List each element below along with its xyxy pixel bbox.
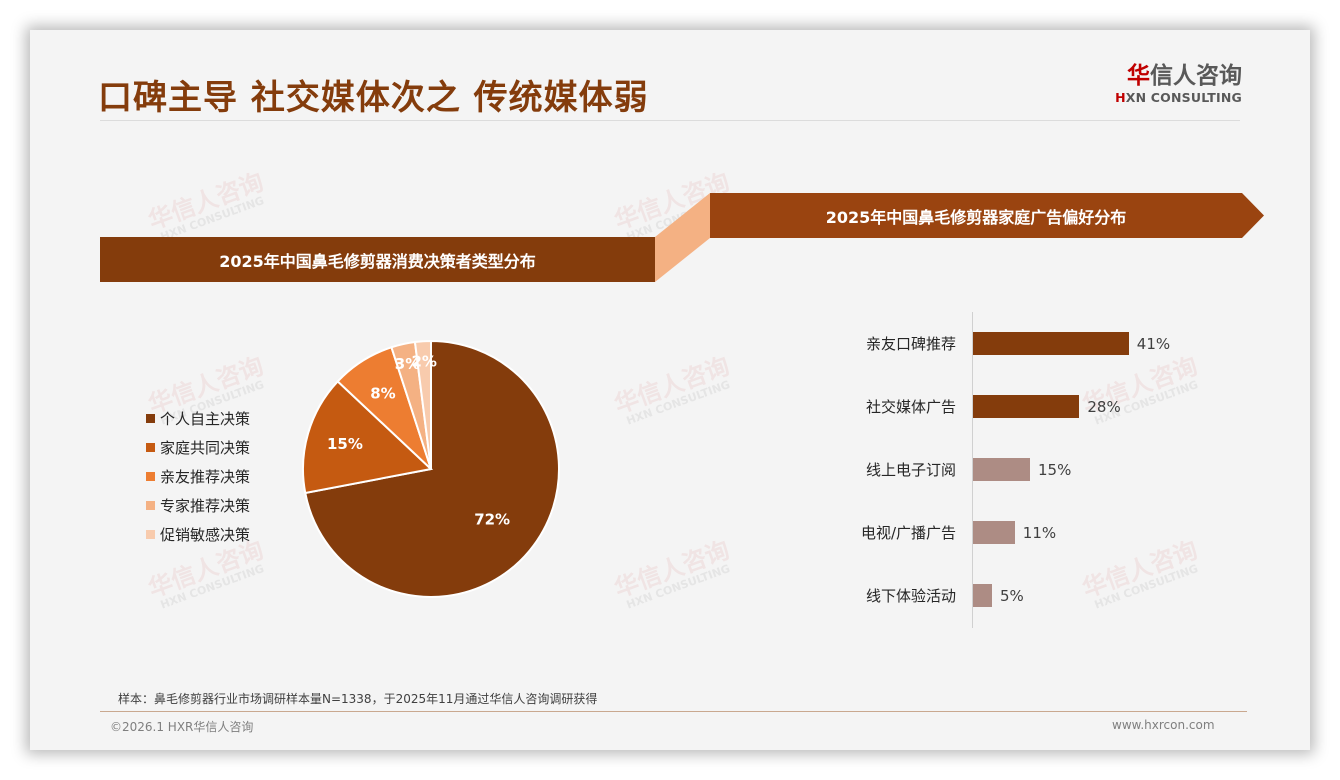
legend-swatch-icon (146, 443, 155, 452)
bar-category-label: 社交媒体广告 (865, 398, 956, 416)
bar-value-label: 41% (1136, 335, 1171, 353)
page-title: 口碑主导 社交媒体次之 传统媒体弱 (98, 78, 649, 118)
pie-legend: 个人自主决策 家庭共同决策 亲友推荐决策 专家推荐决策 促销敏感决策 (146, 404, 250, 549)
bar-row: 电视/广播广告 11% (0, 521, 1340, 545)
legend-label: 专家推荐决策 (160, 497, 251, 515)
legend-label: 个人自主决策 (160, 410, 251, 428)
legend-label: 家庭共同决策 (160, 439, 251, 457)
bar-row: 社交媒体广告 28% (0, 395, 1340, 419)
company-logo: 华信人咨询 HXN CONSULTING (1112, 62, 1242, 106)
bar (973, 521, 1015, 544)
bar-category-label: 亲友口碑推荐 (865, 335, 956, 353)
bar-category-label: 电视/广播广告 (860, 524, 956, 542)
right-chart-title: 2025年中国鼻毛修剪器家庭广告偏好分布 (825, 207, 1127, 227)
bar (973, 584, 992, 607)
pie-slice (302, 379, 434, 495)
pie-slice-label: 15% (327, 435, 363, 453)
left-chart-banner: 2025年中国鼻毛修剪器消费决策者类型分布 (100, 237, 655, 282)
bar-category-label: 线下体验活动 (865, 587, 956, 605)
legend-item: 亲友推荐决策 (146, 462, 250, 491)
website-link[interactable]: www.hxrcon.com (1112, 718, 1215, 732)
bar (973, 458, 1030, 481)
legend-item: 专家推荐决策 (146, 491, 250, 520)
right-chart-banner: 2025年中国鼻毛修剪器家庭广告偏好分布 (710, 193, 1264, 238)
bar-category-label: 线上电子订阅 (865, 461, 956, 479)
copyright: ©2026.1 HXR华信人咨询 (110, 720, 254, 734)
slide (30, 30, 1310, 750)
bar-value-label: 28% (1087, 398, 1121, 416)
bar-row: 线上电子订阅 15% (0, 458, 1340, 482)
bar (973, 395, 1080, 418)
legend-item: 个人自主决策 (146, 404, 250, 433)
legend-item: 促销敏感决策 (146, 520, 250, 549)
legend-item: 家庭共同决策 (146, 433, 250, 462)
legend-label: 促销敏感决策 (160, 526, 251, 544)
decision-maker-pie-chart: 72% 15% 8%3%2% (302, 339, 560, 598)
arrow-banner-shape (710, 193, 1264, 238)
pie-slice-label: 2% (412, 353, 437, 371)
logo-chinese: 华信人咨询 (1127, 63, 1242, 89)
pie-slice-label: 3% (395, 355, 420, 373)
pie-slice-label: 72% (474, 511, 510, 529)
legend-label: 亲友推荐决策 (160, 468, 251, 486)
legend-swatch-icon (146, 501, 155, 510)
legend-swatch-icon (146, 414, 155, 423)
sample-note: 样本：鼻毛修剪器行业市场调研样本量N=1338，于2025年11月通过华信人咨询… (118, 692, 598, 706)
left-chart-title: 2025年中国鼻毛修剪器消费决策者类型分布 (219, 251, 536, 271)
bar-row: 亲友口碑推荐 41% (0, 332, 1340, 356)
bar-value-label: 11% (1022, 524, 1057, 542)
footer-divider (100, 711, 1247, 712)
legend-swatch-icon (146, 530, 155, 539)
banner-connector (655, 193, 710, 282)
legend-swatch-icon (146, 472, 155, 481)
bar-value-label: 15% (1038, 461, 1072, 479)
bar-row: 线下体验活动 5% (0, 584, 1340, 608)
bar-chart-axis (972, 312, 973, 628)
pie-slice-label: 8% (370, 384, 395, 402)
pie-slice (413, 339, 432, 470)
bar-value-label: 5% (1000, 587, 1024, 605)
bar (973, 332, 1129, 355)
logo-english: HXN CONSULTING (1115, 90, 1242, 105)
title-divider (100, 120, 1240, 121)
